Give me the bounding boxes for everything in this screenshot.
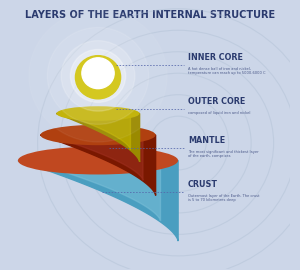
Polygon shape — [40, 135, 156, 195]
Ellipse shape — [40, 125, 156, 145]
Polygon shape — [36, 159, 160, 221]
Circle shape — [85, 59, 106, 79]
Ellipse shape — [56, 106, 140, 121]
Circle shape — [61, 41, 135, 111]
Polygon shape — [53, 134, 143, 180]
Circle shape — [29, 10, 167, 142]
Text: A hot dense ball of iron and nickel,
temperature can reach up to 5000-6000 C: A hot dense ball of iron and nickel, tem… — [188, 66, 266, 75]
Circle shape — [75, 56, 121, 99]
Text: composed of liquid iron and nickel: composed of liquid iron and nickel — [188, 111, 250, 115]
Text: LAYERS OF THE EARTH INTERNAL STRUCTURE: LAYERS OF THE EARTH INTERNAL STRUCTURE — [25, 10, 275, 20]
Text: OUTER CORE: OUTER CORE — [188, 97, 245, 106]
Polygon shape — [56, 113, 140, 162]
Circle shape — [47, 28, 149, 124]
Text: INNER CORE: INNER CORE — [188, 53, 243, 62]
Text: CRUST: CRUST — [188, 180, 218, 189]
Text: Outermost layer of the Earth. The crust
is 5 to 70 kilometres deep: Outermost layer of the Earth. The crust … — [188, 194, 260, 202]
Text: The most significant and thickest layer
of the earth, comprises: The most significant and thickest layer … — [188, 150, 259, 158]
Polygon shape — [66, 113, 130, 150]
Ellipse shape — [18, 147, 178, 174]
Circle shape — [70, 49, 126, 102]
Circle shape — [82, 58, 114, 89]
Polygon shape — [18, 161, 178, 241]
Text: MANTLE: MANTLE — [188, 136, 225, 145]
